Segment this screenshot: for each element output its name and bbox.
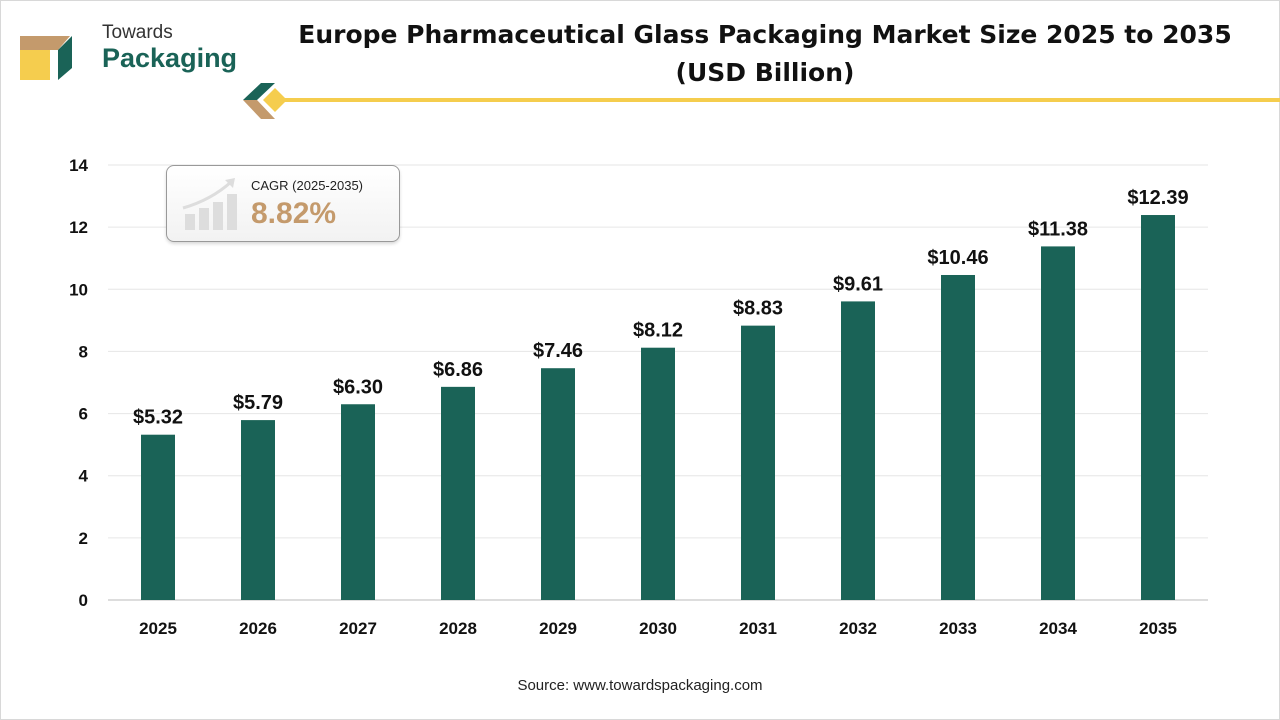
x-tick-label: 2026 (239, 619, 277, 638)
bar (1041, 246, 1075, 600)
x-tick-label: 2025 (139, 619, 177, 638)
x-tick-label: 2032 (839, 619, 877, 638)
bar (1141, 215, 1175, 600)
data-label: $7.46 (533, 340, 583, 362)
brand-line2: Packaging (102, 43, 238, 73)
y-tick-label: 8 (79, 342, 88, 361)
data-label: $9.61 (833, 273, 883, 295)
bar (641, 347, 675, 600)
box-logo-icon (20, 36, 72, 80)
brand-logo: Towards Packaging (18, 22, 238, 82)
y-tick-label: 12 (69, 218, 88, 237)
data-label: $8.83 (733, 298, 783, 320)
bar (341, 404, 375, 600)
title-line1: Europe Pharmaceutical Glass Packaging Ma… (298, 20, 1232, 49)
title-line2: (USD Billion) (675, 58, 855, 87)
cagr-label: CAGR (2025-2035) (251, 178, 363, 193)
bar (441, 386, 475, 600)
cagr-value: 8.82% (251, 197, 337, 230)
data-label: $12.39 (1127, 187, 1188, 209)
data-label: $5.79 (233, 392, 283, 414)
x-tick-label: 2034 (1039, 619, 1077, 638)
data-label: $6.30 (333, 376, 383, 398)
y-tick-label: 10 (69, 280, 88, 299)
bar (941, 274, 975, 600)
bar (141, 434, 175, 600)
x-tick-label: 2029 (539, 619, 577, 638)
brand-line1: Towards (102, 22, 173, 43)
x-tick-label: 2033 (939, 619, 977, 638)
y-tick-label: 0 (79, 591, 88, 610)
title-underline-decoration (243, 83, 1280, 119)
x-tick-label: 2027 (339, 619, 377, 638)
data-label: $5.32 (133, 407, 183, 429)
bar (241, 420, 275, 600)
y-tick-label: 6 (79, 405, 88, 424)
y-tick-label: 2 (79, 529, 88, 548)
x-tick-label: 2035 (1139, 619, 1177, 638)
bar (841, 301, 875, 600)
x-tick-label: 2028 (439, 619, 477, 638)
x-tick-label: 2031 (739, 619, 777, 638)
data-label: $6.86 (433, 359, 483, 381)
cagr-box: CAGR (2025-2035) 8.82% (166, 165, 400, 242)
data-label: $11.38 (1028, 218, 1088, 240)
growth-chart-icon (182, 178, 237, 230)
chart-title: Europe Pharmaceutical Glass Packaging Ma… (270, 16, 1260, 92)
x-tick-label: 2030 (639, 619, 677, 638)
y-tick-label: 14 (69, 156, 88, 175)
data-label: $10.46 (927, 247, 988, 269)
bar (741, 325, 775, 600)
source-text: Source: www.towardspackaging.com (517, 677, 763, 694)
data-label: $8.12 (633, 320, 683, 342)
y-tick-label: 4 (79, 467, 89, 486)
bar (541, 368, 575, 600)
